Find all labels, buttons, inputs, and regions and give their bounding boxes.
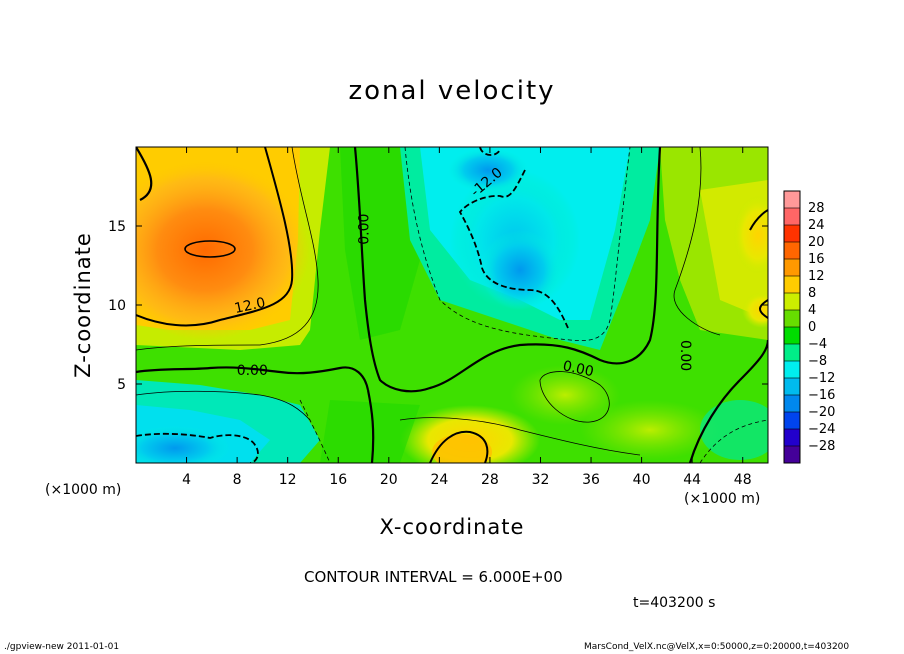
x-unit-right: (×1000 m) — [684, 491, 761, 507]
x-tick-label: 24 — [430, 472, 448, 488]
colorbar-swatch — [784, 412, 800, 430]
colorbar-label: −24 — [808, 422, 835, 437]
field-image — [136, 147, 768, 463]
x-tick-label: 32 — [532, 472, 550, 488]
contour-interval-note: CONTOUR INTERVAL = 6.000E+00 — [304, 568, 563, 586]
footer-right: MarsCond_VelX.nc@VelX,x=0:50000,z=0:2000… — [584, 642, 850, 652]
colorbar: 28 24 20 16 12 8 4 0 −4 −8 −12 −16 −20 −24 −28 — [783, 190, 835, 464]
colorbar-swatch — [784, 378, 800, 396]
colorbar-label: 20 — [808, 235, 825, 250]
colorbar-swatch — [784, 208, 800, 226]
x-axis-title: X-coordinate — [379, 515, 525, 539]
x-tick-label: 48 — [734, 472, 752, 488]
colorbar-swatch — [784, 259, 800, 277]
x-tick-label: 40 — [633, 472, 651, 488]
colorbar-label: 0 — [808, 320, 816, 335]
x-tick-label: 28 — [481, 472, 499, 488]
colorbar-swatch — [784, 225, 800, 243]
colorbar-label: 28 — [808, 201, 825, 216]
colorbar-label: −4 — [808, 337, 827, 352]
colorbar-label: 16 — [808, 252, 825, 267]
y-tick-label: 10 — [108, 298, 126, 314]
x-tick-label: 44 — [683, 472, 701, 488]
contour-label: 0.00 — [237, 363, 268, 379]
colorbar-swatch — [784, 310, 800, 328]
colorbar-label: 8 — [808, 286, 816, 301]
x-tick-label: 4 — [182, 472, 191, 488]
colorbar-label: −8 — [808, 354, 827, 369]
contour-label: 0.00 — [677, 340, 693, 371]
colorbar-swatch — [784, 344, 800, 362]
colorbar-swatch — [784, 429, 800, 447]
colorbar-label: −16 — [808, 388, 835, 403]
x-tick-label: 8 — [233, 472, 242, 488]
x-tick-label: 16 — [329, 472, 347, 488]
colorbar-swatch — [784, 395, 800, 413]
x-tick-label: 36 — [582, 472, 600, 488]
contour-lines — [136, 147, 768, 463]
colorbar-label: −12 — [808, 371, 835, 386]
footer-left: ./gpview-new 2011-01-01 — [4, 642, 120, 652]
colorbar-label: 24 — [808, 218, 825, 233]
x-tick-label: 20 — [380, 472, 398, 488]
colorbar-swatch — [784, 446, 800, 464]
colorbar-swatch — [784, 276, 800, 294]
colorbar-swatch — [784, 361, 800, 379]
colorbar-swatch — [784, 327, 800, 345]
y-axis-title: Z-coordinate — [71, 232, 95, 378]
colorbar-swatch — [784, 293, 800, 311]
time-label: t=403200 s — [633, 595, 716, 611]
colorbar-swatch — [784, 191, 800, 209]
colorbar-swatch — [784, 242, 800, 260]
colorbar-label: 4 — [808, 303, 816, 318]
x-tick-label: 12 — [279, 472, 297, 488]
contour-label: 0.00 — [357, 214, 373, 245]
contour-label: 12.0 — [233, 295, 267, 317]
contour-label: 0.00 — [561, 358, 595, 380]
x-unit-left: (×1000 m) — [45, 482, 122, 498]
colorbar-label: 12 — [808, 269, 825, 284]
chart-title: zonal velocity — [348, 76, 556, 106]
y-tick-label: 15 — [108, 219, 126, 235]
colorbar-label: −20 — [808, 405, 835, 420]
y-tick-label: 5 — [117, 377, 126, 393]
colorbar-label: −28 — [808, 439, 835, 454]
